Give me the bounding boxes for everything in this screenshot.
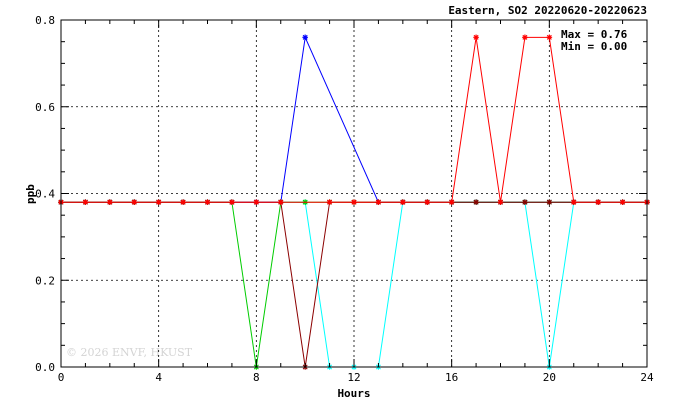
y-tick-label: 0.0: [35, 361, 55, 374]
data-point: [131, 199, 138, 205]
x-tick-label: 16: [445, 371, 458, 384]
min-value-label: Min = 0.00: [561, 40, 627, 53]
y-tick-labels: 0.0 0.2 0.4 0.6 0.8: [35, 14, 55, 374]
data-point: [473, 199, 479, 205]
data-point: [375, 199, 382, 205]
data-point: [302, 34, 308, 41]
series: [58, 34, 650, 205]
series-line: [61, 36, 647, 203]
y-tick-label: 0.4: [35, 188, 55, 201]
data-point: [497, 199, 504, 205]
data-point: [400, 199, 406, 205]
x-tick-label: 4: [155, 371, 162, 384]
data-point: [546, 34, 553, 41]
data-point: [424, 199, 431, 205]
chart-title: Eastern, SO2 20220620-20220623: [448, 4, 647, 17]
series-line: [61, 35, 647, 203]
y-axis-label: ppb: [24, 184, 37, 204]
y-tick-label: 0.2: [35, 274, 55, 287]
axis-ticks: [60, 19, 648, 368]
data-point: [180, 199, 186, 205]
data-point: [326, 199, 333, 205]
data-point: [204, 199, 211, 205]
watermark: © 2026 ENVF, HKUST: [66, 346, 193, 359]
data-point: [351, 199, 357, 205]
data-point: [522, 199, 528, 205]
x-tick-labels: 0 4 8 12 16 20 24: [58, 371, 654, 384]
data-point: [619, 199, 626, 205]
x-tick-label: 0: [58, 371, 65, 384]
data-point: [253, 199, 260, 205]
data-point: [570, 199, 577, 205]
x-axis-label: Hours: [337, 387, 370, 400]
series: [58, 199, 650, 370]
series-group: [58, 34, 650, 370]
data-point: [546, 199, 553, 205]
x-tick-label: 12: [347, 371, 360, 384]
data-point: [229, 199, 235, 205]
y-tick-label: 0.6: [35, 101, 55, 114]
data-point: [107, 199, 113, 205]
data-point: [82, 199, 89, 205]
data-point: [155, 199, 162, 205]
data-point: [522, 34, 528, 41]
max-value-label: Max = 0.76: [561, 28, 628, 41]
x-tick-label: 24: [640, 371, 654, 384]
x-tick-label: 20: [543, 371, 556, 384]
data-point: [448, 199, 455, 205]
data-point: [595, 199, 601, 205]
plot-frame: [60, 19, 648, 368]
grid-lines: [61, 20, 647, 367]
data-point: [277, 199, 284, 205]
data-point: [473, 34, 479, 41]
x-tick-label: 8: [253, 371, 260, 384]
y-tick-label: 0.8: [35, 14, 55, 27]
